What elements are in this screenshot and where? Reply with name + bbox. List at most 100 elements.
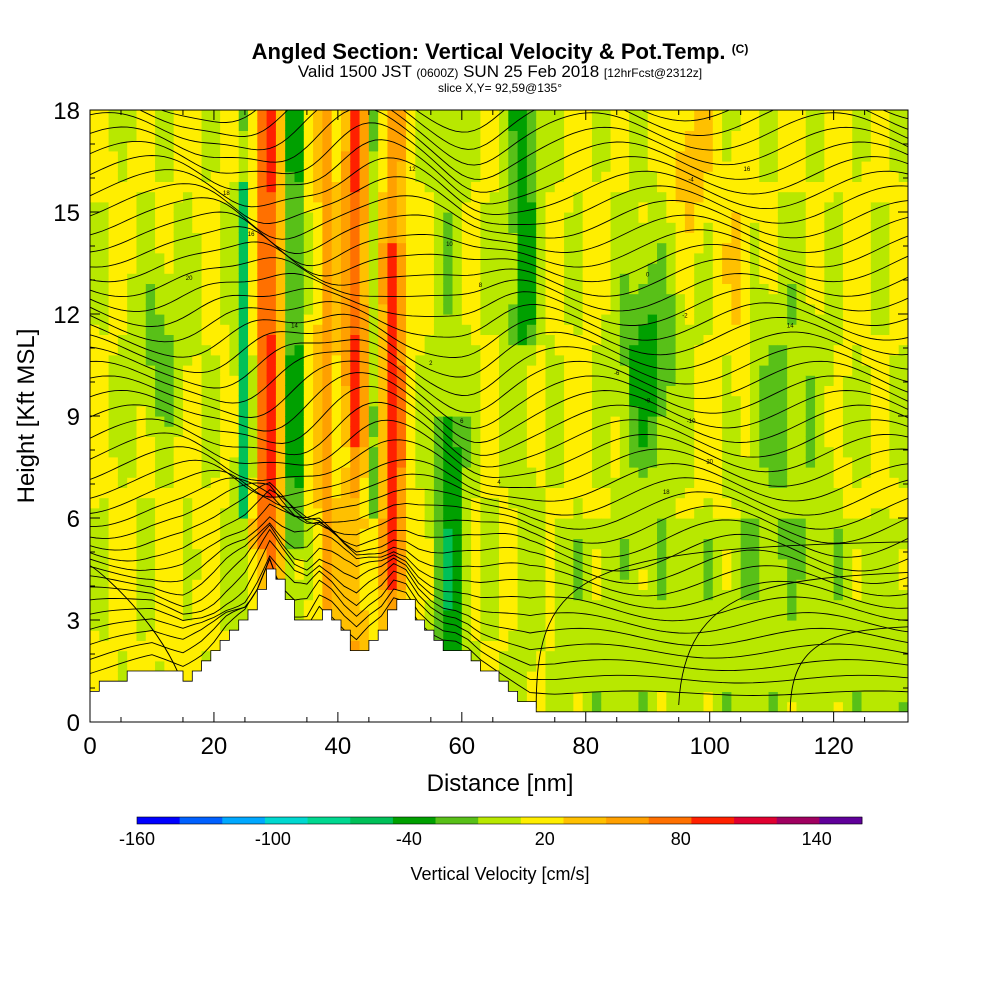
- velocity-cell: [499, 273, 509, 284]
- velocity-cell: [387, 436, 398, 448]
- velocity-cell: [108, 405, 119, 417]
- velocity-cell: [610, 579, 621, 590]
- velocity-cell: [443, 518, 454, 529]
- velocity-cell: [127, 456, 138, 468]
- velocity-cell: [610, 324, 621, 335]
- velocity-cell: [155, 569, 165, 580]
- velocity-cell: [396, 191, 407, 203]
- velocity-cell: [406, 518, 416, 529]
- velocity-cell: [842, 344, 853, 356]
- velocity-cell: [452, 130, 463, 142]
- velocity-cell: [396, 324, 407, 335]
- velocity-cell: [833, 242, 844, 254]
- velocity-cell: [303, 609, 314, 621]
- velocity-cell: [210, 609, 221, 621]
- velocity-cell: [657, 344, 667, 356]
- velocity-cell: [424, 416, 435, 427]
- velocity-cell: [805, 395, 816, 407]
- velocity-cell: [350, 273, 361, 284]
- velocity-cell: [406, 140, 416, 152]
- velocity-cell: [787, 487, 798, 499]
- velocity-cell: [657, 222, 667, 233]
- velocity-cell: [499, 497, 509, 509]
- velocity-cell: [564, 324, 574, 335]
- velocity-cell: [192, 609, 203, 621]
- velocity-cell: [201, 263, 212, 274]
- velocity-cell: [164, 263, 175, 274]
- velocity-cell: [554, 660, 565, 672]
- velocity-cell: [796, 579, 807, 590]
- velocity-cell: [526, 395, 537, 407]
- velocity-cell: [489, 222, 500, 233]
- velocity-cell: [787, 589, 798, 601]
- velocity-cell: [796, 671, 807, 682]
- velocity-cell: [545, 579, 556, 590]
- velocity-cell: [229, 171, 240, 182]
- velocity-cell: [238, 558, 249, 570]
- velocity-cell: [210, 477, 221, 488]
- velocity-cell: [396, 263, 407, 274]
- velocity-cell: [517, 477, 528, 488]
- velocity-cell: [275, 140, 286, 152]
- velocity-cell: [461, 436, 472, 448]
- velocity-cell: [145, 467, 156, 478]
- velocity-cell: [601, 191, 612, 203]
- velocity-cell: [554, 671, 565, 682]
- velocity-cell: [601, 354, 612, 366]
- velocity-cell: [424, 344, 435, 356]
- velocity-cell: [201, 589, 212, 601]
- velocity-cell: [90, 344, 100, 356]
- velocity-cell: [508, 354, 519, 366]
- velocity-cell: [536, 558, 547, 570]
- velocity-cell: [117, 650, 128, 662]
- velocity-cell: [545, 548, 556, 560]
- velocity-cell: [229, 110, 240, 121]
- velocity-cell: [499, 242, 509, 254]
- velocity-cell: [182, 487, 193, 499]
- velocity-cell: [471, 630, 482, 641]
- velocity-cell: [647, 589, 658, 601]
- velocity-cell: [722, 660, 732, 672]
- velocity-cell: [452, 507, 463, 519]
- velocity-cell: [601, 395, 612, 407]
- velocity-cell: [406, 558, 416, 570]
- velocity-cell: [136, 426, 147, 437]
- velocity-cell: [210, 293, 221, 305]
- velocity-cell: [768, 569, 779, 580]
- velocity-cell: [842, 405, 853, 417]
- velocity-cell: [545, 161, 556, 172]
- velocity-cell: [192, 528, 203, 539]
- velocity-cell: [257, 477, 268, 488]
- velocity-cell: [740, 681, 751, 692]
- velocity-cell: [406, 252, 416, 264]
- velocity-cell: [517, 263, 528, 274]
- velocity-cell: [684, 201, 695, 213]
- velocity-cell: [749, 252, 760, 264]
- velocity-cell: [424, 283, 435, 295]
- velocity-cell: [619, 201, 630, 213]
- velocity-cell: [145, 191, 156, 203]
- velocity-cell: [387, 446, 398, 458]
- velocity-cell: [591, 395, 602, 407]
- velocity-cell: [759, 385, 770, 397]
- velocity-cell: [164, 181, 175, 193]
- velocity-cell: [406, 303, 416, 315]
- velocity-cell: [684, 497, 695, 509]
- velocity-cell: [443, 579, 454, 590]
- velocity-cell: [666, 426, 677, 437]
- velocity-cell: [220, 171, 231, 182]
- velocity-cell: [694, 334, 705, 346]
- velocity-cell: [303, 120, 314, 131]
- velocity-cell: [554, 365, 565, 376]
- velocity-cell: [768, 507, 779, 519]
- velocity-cell: [517, 497, 528, 509]
- velocity-cell: [573, 405, 584, 417]
- velocity-cell: [601, 303, 612, 315]
- velocity-cell: [424, 436, 435, 448]
- velocity-cell: [815, 314, 825, 325]
- velocity-cell: [815, 344, 825, 356]
- velocity-cell: [471, 395, 482, 407]
- velocity-cell: [657, 691, 667, 703]
- velocity-cell: [340, 609, 351, 621]
- velocity-cell: [331, 314, 342, 325]
